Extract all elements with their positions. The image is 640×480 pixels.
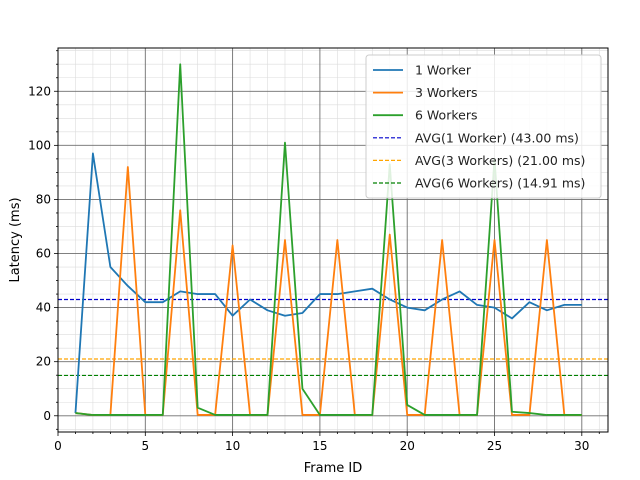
x-tick-label: 15 — [312, 439, 327, 453]
x-tick-label: 10 — [225, 439, 240, 453]
legend-label-1: 3 Workers — [415, 85, 477, 100]
legend: 1 Worker 3 Workers 6 Workers AVG(1 Worker) … — [365, 54, 602, 199]
y-tick-label: 120 — [28, 84, 51, 98]
average-lines — [58, 298, 608, 377]
y-tick-label: 20 — [36, 355, 51, 369]
y-tick-label: 60 — [36, 247, 51, 261]
y-tick-label: 0 — [43, 409, 51, 423]
x-tick-label: 20 — [400, 439, 415, 453]
y-axis-ticks: 0 20 40 60 80 100 120 — [28, 50, 58, 430]
x-tick-label: 0 — [54, 439, 62, 453]
y-axis-label: Latency (ms) — [8, 197, 23, 282]
x-tick-label: 30 — [574, 439, 589, 453]
series-line-2 — [75, 63, 582, 416]
x-axis-label: Frame ID — [304, 461, 362, 476]
y-tick-label: 40 — [36, 301, 51, 315]
y-tick-label: 100 — [28, 138, 51, 152]
legend-label-3: AVG(1 Worker) (43.00 ms) — [415, 130, 579, 145]
legend-label-0: 1 Worker — [415, 63, 472, 78]
x-tick-label: 5 — [141, 439, 149, 453]
legend-label-2: 6 Workers — [415, 108, 477, 123]
legend-label-5: AVG(6 Workers) (14.91 ms) — [415, 176, 585, 191]
legend-label-4: AVG(3 Workers) (21.00 ms) — [415, 153, 585, 168]
x-axis-ticks: 0 5 10 15 20 25 30 — [54, 432, 600, 453]
x-tick-label: 25 — [487, 439, 502, 453]
series-lines — [74, 63, 582, 416]
series-line-0 — [74, 152, 582, 414]
y-tick-label: 80 — [36, 192, 51, 206]
legend-box — [365, 54, 602, 199]
legend-items: 1 Worker 3 Workers 6 Workers AVG(1 Worker) … — [373, 63, 585, 191]
